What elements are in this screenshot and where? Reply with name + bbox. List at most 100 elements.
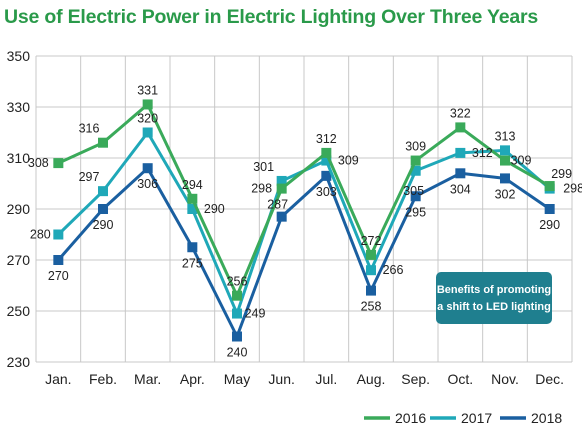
x-tick-label: Jun. (268, 371, 294, 387)
data-point-2018[interactable] (187, 242, 198, 253)
data-point-2018[interactable] (53, 255, 64, 265)
data-point-2016[interactable] (366, 249, 376, 260)
data-label-2017: 266 (383, 263, 404, 277)
data-point-2016[interactable] (98, 137, 108, 148)
data-label-2018: 270 (48, 269, 69, 283)
data-label-2016: 331 (137, 83, 158, 97)
data-label-2018: 275 (182, 256, 203, 270)
data-point-2018[interactable] (410, 191, 421, 202)
callout-box (436, 272, 552, 324)
data-point-2018[interactable] (142, 163, 153, 174)
x-tick-label: Dec. (535, 371, 564, 387)
data-point-2017[interactable] (232, 308, 242, 319)
x-tick-label: May (224, 371, 250, 387)
data-point-2017[interactable] (500, 145, 510, 156)
data-label-2017: 297 (79, 170, 100, 184)
data-point-2017[interactable] (98, 186, 108, 197)
data-label-2017: 313 (495, 129, 516, 143)
chart-title: Use of Electric Power in Electric Lighti… (4, 6, 539, 28)
y-tick-label: 230 (7, 354, 31, 370)
data-point-2018[interactable] (544, 204, 555, 214)
data-label-2018: 287 (267, 198, 288, 212)
data-point-2018[interactable] (500, 173, 510, 184)
data-point-2016[interactable] (500, 155, 510, 166)
data-label-2018: 290 (93, 218, 114, 232)
x-tick-label: Mar. (134, 371, 161, 387)
x-tick-label: Aug. (357, 371, 386, 387)
data-label-2017: 290 (204, 202, 225, 216)
data-point-2017[interactable] (410, 165, 421, 176)
callout-text: Benefits of promoting (437, 284, 551, 296)
y-axis: 230 250 270 290 310 330 350 (7, 48, 31, 370)
data-label-2017: 249 (245, 307, 266, 321)
data-label-2018: 258 (361, 300, 382, 314)
data-label-2016: 309 (511, 154, 532, 168)
y-tick-label: 290 (7, 201, 31, 217)
data-label-2016: 299 (551, 167, 572, 181)
legend-label-2018: 2018 (531, 410, 562, 426)
series-line-2016 (57, 102, 551, 298)
x-tick-label: Jan. (45, 371, 71, 387)
data-point-2018[interactable] (366, 285, 376, 296)
y-tick-label: 350 (7, 48, 31, 64)
data-point-2017[interactable] (321, 155, 332, 166)
x-tick-label: Nov. (491, 371, 519, 387)
x-tick-label: Oct. (447, 371, 473, 387)
data-point-2016[interactable] (276, 183, 287, 194)
y-tick-label: 270 (7, 252, 31, 268)
data-label-2018: 304 (450, 182, 471, 196)
data-point-2016[interactable] (455, 122, 466, 133)
data-label-2018: 290 (539, 218, 560, 232)
data-point-2016[interactable] (321, 147, 332, 158)
data-point-2016[interactable] (544, 181, 555, 192)
data-point-2016[interactable] (53, 158, 64, 169)
data-label-2017: 305 (403, 184, 424, 198)
data-label-2016: 298 (251, 182, 272, 196)
data-point-2017[interactable] (276, 175, 287, 186)
annotation-callout: Benefits of promoting a shift to LED ligh… (436, 272, 552, 324)
data-point-2016[interactable] (232, 290, 242, 301)
data-point-2017[interactable] (455, 147, 466, 158)
data-point-2018[interactable] (455, 168, 466, 179)
callout-text: a shift to LED lighting (437, 301, 551, 313)
legend-label-2016: 2016 (395, 410, 426, 426)
x-tick-label: Jul. (315, 371, 337, 387)
x-axis: Jan. Feb. Mar. Apr. May Jun. Jul. Aug. Sep. Oct. N… (45, 371, 564, 387)
x-tick-label: Sep. (401, 371, 430, 387)
data-label-2018: 306 (137, 177, 158, 191)
data-label-2016: 308 (28, 156, 49, 170)
legend-label-2017: 2017 (461, 410, 492, 426)
series-line-2018 (57, 166, 551, 338)
data-point-2017[interactable] (142, 127, 153, 138)
data-label-2017: 301 (253, 160, 274, 174)
x-tick-label: Feb. (89, 371, 117, 387)
data-point-2018[interactable] (232, 331, 242, 342)
data-point-2016[interactable] (142, 99, 153, 110)
y-tick-label: 310 (7, 150, 31, 166)
data-labels: 308 316 331 294 256 298 312 272 309 322 309 299 280 2… (28, 83, 582, 359)
data-point-2017[interactable] (366, 265, 376, 276)
data-label-2016: 294 (182, 178, 203, 192)
data-point-2018[interactable] (321, 170, 332, 181)
data-label-2017: 312 (472, 146, 493, 160)
data-label-2016: 316 (79, 122, 100, 136)
data-label-2016: 309 (405, 140, 426, 154)
gridlines (35, 55, 573, 363)
data-label-2016: 312 (316, 132, 337, 146)
data-label-2018: 302 (495, 187, 516, 201)
data-label-2016: 256 (227, 275, 248, 289)
data-label-2016: 322 (450, 106, 471, 120)
data-label-2017: 298 (563, 182, 582, 196)
data-point-2018[interactable] (276, 211, 287, 222)
data-point-2018[interactable] (98, 204, 108, 214)
data-label-2018: 295 (405, 205, 426, 219)
data-point-2017[interactable] (187, 204, 198, 214)
data-point-2016[interactable] (187, 193, 198, 204)
data-label-2016: 272 (361, 234, 382, 248)
data-point-2016[interactable] (410, 155, 421, 166)
data-label-2017: 309 (338, 154, 359, 168)
legend[interactable]: 2016 2017 2018 (364, 410, 562, 426)
data-point-2017[interactable] (53, 229, 64, 240)
y-tick-label: 330 (7, 99, 31, 115)
